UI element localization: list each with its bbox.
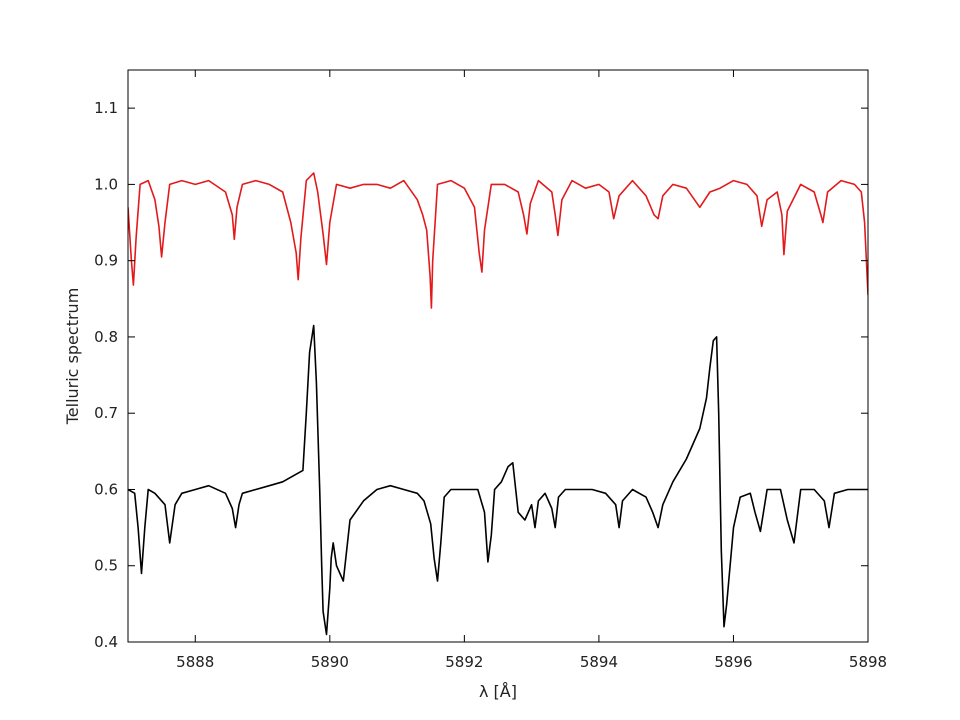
y-tick-label: 1.0	[94, 175, 118, 193]
plot-background	[128, 70, 868, 642]
x-tick-label: 5890	[311, 653, 349, 671]
x-axis-label: λ [Å]	[479, 682, 517, 701]
tick-layer: 5888 5890 5892 5894 5896 5898 0.4 0.5 0.6 0.7 0.8 0…	[94, 70, 887, 671]
y-tick-label: 0.8	[94, 328, 118, 346]
series-line-red	[128, 172, 868, 309]
x-tick-label: 5898	[849, 653, 887, 671]
series-line-black	[128, 324, 868, 636]
y-axis-label: Telluric spectrum	[63, 288, 82, 426]
y-tick-label: 0.6	[94, 480, 118, 498]
y-tick-label: 0.4	[94, 633, 118, 651]
x-tick-label: 5892	[445, 653, 483, 671]
y-tick-label: 0.7	[94, 404, 118, 422]
plot-frame	[127, 69, 869, 643]
y-tick-label: 1.1	[94, 99, 118, 117]
x-tick-label: 5888	[176, 653, 214, 671]
x-tick-label: 5894	[580, 653, 618, 671]
series-layer	[128, 172, 868, 636]
y-tick-label: 0.5	[94, 557, 118, 575]
y-tick-label: 0.9	[94, 252, 118, 270]
x-tick-label: 5896	[714, 653, 752, 671]
